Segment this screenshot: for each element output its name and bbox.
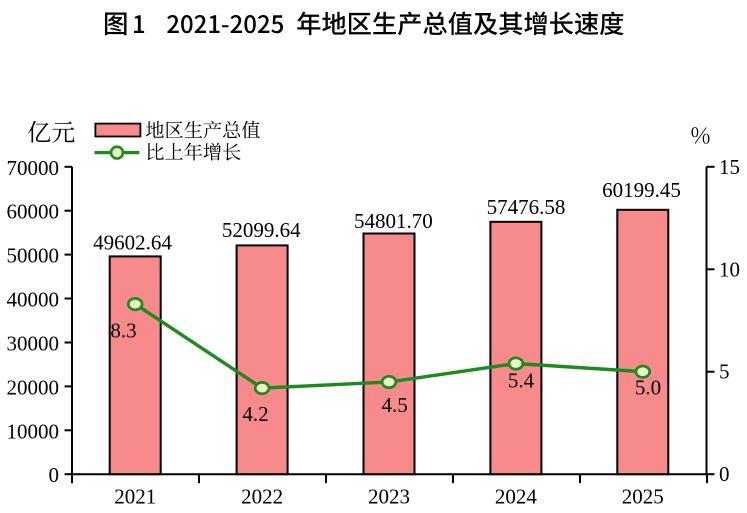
svg-text:57476.58: 57476.58 <box>487 195 566 219</box>
svg-text:0: 0 <box>719 462 730 486</box>
svg-text:2025: 2025 <box>622 485 664 509</box>
svg-text:54801.70: 54801.70 <box>354 209 433 233</box>
svg-text:20000: 20000 <box>7 375 60 399</box>
svg-text:52099.64: 52099.64 <box>222 218 301 242</box>
svg-text:30000: 30000 <box>7 332 60 356</box>
svg-text:10: 10 <box>719 257 740 281</box>
svg-text:5.0: 5.0 <box>635 376 661 400</box>
svg-text:49602.64: 49602.64 <box>93 230 172 254</box>
svg-text:70000: 70000 <box>7 156 60 180</box>
svg-text:50000: 50000 <box>7 244 60 268</box>
svg-text:2024: 2024 <box>495 485 538 509</box>
svg-text:60000: 60000 <box>7 200 60 224</box>
svg-text:2023: 2023 <box>368 485 410 509</box>
svg-text:15: 15 <box>719 155 740 179</box>
svg-text:5: 5 <box>719 360 730 384</box>
svg-text:4.5: 4.5 <box>381 393 407 417</box>
svg-text:8.3: 8.3 <box>110 318 136 342</box>
svg-text:0: 0 <box>49 463 60 487</box>
svg-text:2021: 2021 <box>114 485 156 509</box>
svg-text:4.2: 4.2 <box>242 402 268 426</box>
svg-text:60199.45: 60199.45 <box>602 178 681 202</box>
svg-text:2022: 2022 <box>241 485 283 509</box>
svg-text:5.4: 5.4 <box>508 368 535 392</box>
svg-text:10000: 10000 <box>7 419 60 443</box>
svg-text:40000: 40000 <box>7 288 60 312</box>
